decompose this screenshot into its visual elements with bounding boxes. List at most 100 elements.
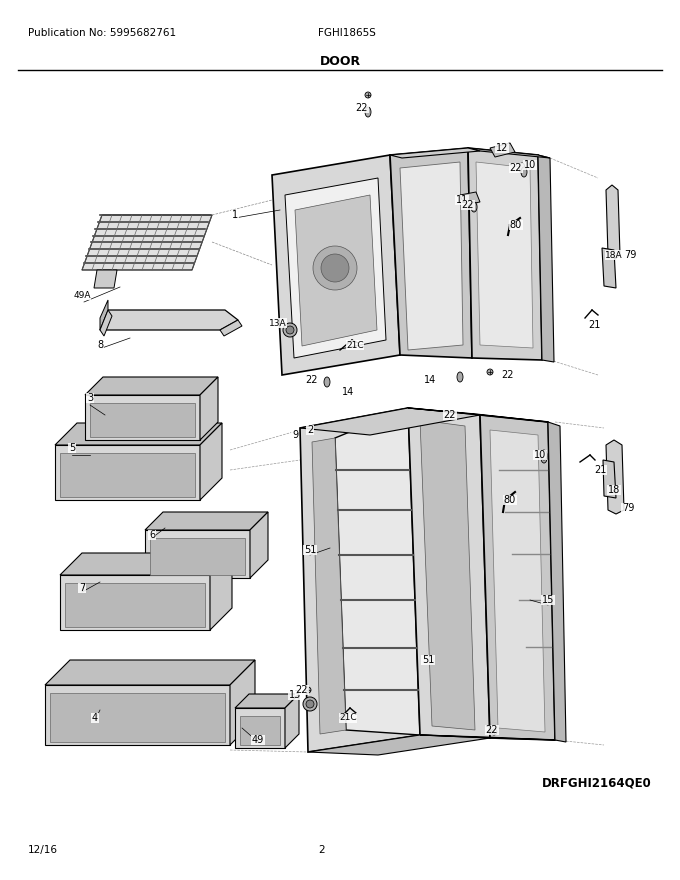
Polygon shape: [400, 162, 463, 350]
Text: 51: 51: [422, 655, 435, 665]
Polygon shape: [420, 735, 555, 740]
Ellipse shape: [457, 372, 463, 382]
Polygon shape: [220, 320, 242, 336]
Text: 11: 11: [456, 195, 468, 205]
Text: 18: 18: [608, 485, 620, 495]
Polygon shape: [390, 148, 480, 158]
Circle shape: [365, 92, 371, 98]
Text: 4: 4: [92, 713, 98, 723]
Circle shape: [321, 254, 349, 282]
Text: 2: 2: [307, 425, 313, 435]
Polygon shape: [145, 530, 250, 578]
Text: 14: 14: [424, 375, 436, 385]
Circle shape: [313, 246, 357, 290]
Polygon shape: [490, 143, 515, 157]
Polygon shape: [468, 148, 550, 158]
Text: 10: 10: [524, 160, 536, 170]
Polygon shape: [200, 423, 222, 500]
Polygon shape: [60, 575, 210, 630]
Text: Publication No: 5995682761: Publication No: 5995682761: [28, 28, 176, 38]
Polygon shape: [272, 155, 400, 375]
Circle shape: [305, 687, 311, 693]
Polygon shape: [606, 185, 620, 260]
Polygon shape: [200, 377, 218, 440]
Text: 14: 14: [342, 387, 354, 397]
Polygon shape: [100, 300, 108, 330]
Polygon shape: [285, 178, 386, 358]
Text: DRFGHI2164QE0: DRFGHI2164QE0: [542, 777, 652, 790]
Text: 80: 80: [510, 220, 522, 230]
Polygon shape: [210, 553, 232, 630]
Polygon shape: [300, 408, 420, 752]
Text: 80: 80: [504, 495, 516, 505]
Polygon shape: [476, 162, 533, 348]
Polygon shape: [45, 660, 255, 685]
Text: 12: 12: [496, 143, 508, 153]
Text: 12/16: 12/16: [28, 845, 58, 855]
Polygon shape: [300, 408, 480, 435]
Polygon shape: [408, 408, 490, 738]
Polygon shape: [60, 453, 195, 497]
Text: 49: 49: [252, 735, 264, 745]
Ellipse shape: [541, 450, 547, 460]
Polygon shape: [60, 553, 232, 575]
Ellipse shape: [365, 107, 371, 117]
Text: 13A: 13A: [269, 319, 287, 327]
Text: 79: 79: [624, 250, 636, 260]
Polygon shape: [235, 708, 285, 748]
Text: 5: 5: [69, 443, 75, 453]
Text: 3: 3: [87, 393, 93, 403]
Text: 22: 22: [296, 685, 308, 695]
Text: 13: 13: [289, 690, 301, 700]
Polygon shape: [230, 660, 255, 745]
Text: 51: 51: [304, 545, 316, 555]
Text: 22: 22: [510, 163, 522, 173]
Text: FGHI1865S: FGHI1865S: [318, 28, 376, 38]
Polygon shape: [50, 693, 225, 742]
Polygon shape: [420, 420, 475, 730]
Polygon shape: [90, 403, 195, 437]
Polygon shape: [538, 155, 554, 362]
Text: 22: 22: [306, 375, 318, 385]
Text: 1: 1: [232, 210, 238, 220]
Text: DOOR: DOOR: [320, 55, 360, 68]
Polygon shape: [312, 438, 346, 734]
Polygon shape: [235, 694, 299, 708]
Text: 18A: 18A: [605, 251, 623, 260]
Circle shape: [487, 369, 493, 375]
Polygon shape: [100, 310, 112, 336]
Polygon shape: [145, 512, 268, 530]
Text: 22: 22: [356, 103, 369, 113]
Circle shape: [491, 729, 497, 735]
Polygon shape: [55, 423, 222, 445]
Text: 8: 8: [97, 340, 103, 350]
Polygon shape: [548, 422, 566, 742]
Polygon shape: [150, 538, 245, 575]
Text: 22: 22: [502, 370, 514, 380]
Ellipse shape: [519, 163, 525, 173]
Polygon shape: [335, 408, 420, 735]
Text: 10: 10: [534, 450, 546, 460]
Text: 22: 22: [462, 200, 474, 210]
Text: 21C: 21C: [339, 714, 357, 722]
Polygon shape: [408, 408, 548, 422]
Text: 22: 22: [486, 725, 498, 735]
Polygon shape: [490, 430, 545, 732]
Polygon shape: [480, 415, 555, 740]
Ellipse shape: [541, 453, 547, 463]
Polygon shape: [308, 735, 490, 755]
Polygon shape: [602, 248, 616, 288]
Polygon shape: [390, 148, 472, 358]
Text: 79: 79: [622, 503, 634, 513]
Polygon shape: [55, 445, 200, 500]
Polygon shape: [468, 148, 542, 360]
Ellipse shape: [324, 377, 330, 387]
Polygon shape: [285, 694, 299, 748]
Ellipse shape: [471, 202, 477, 212]
Text: 21C: 21C: [346, 341, 364, 349]
Ellipse shape: [521, 167, 527, 177]
Text: 15: 15: [542, 595, 554, 605]
Circle shape: [286, 326, 294, 334]
Polygon shape: [85, 395, 200, 440]
Circle shape: [303, 697, 317, 711]
